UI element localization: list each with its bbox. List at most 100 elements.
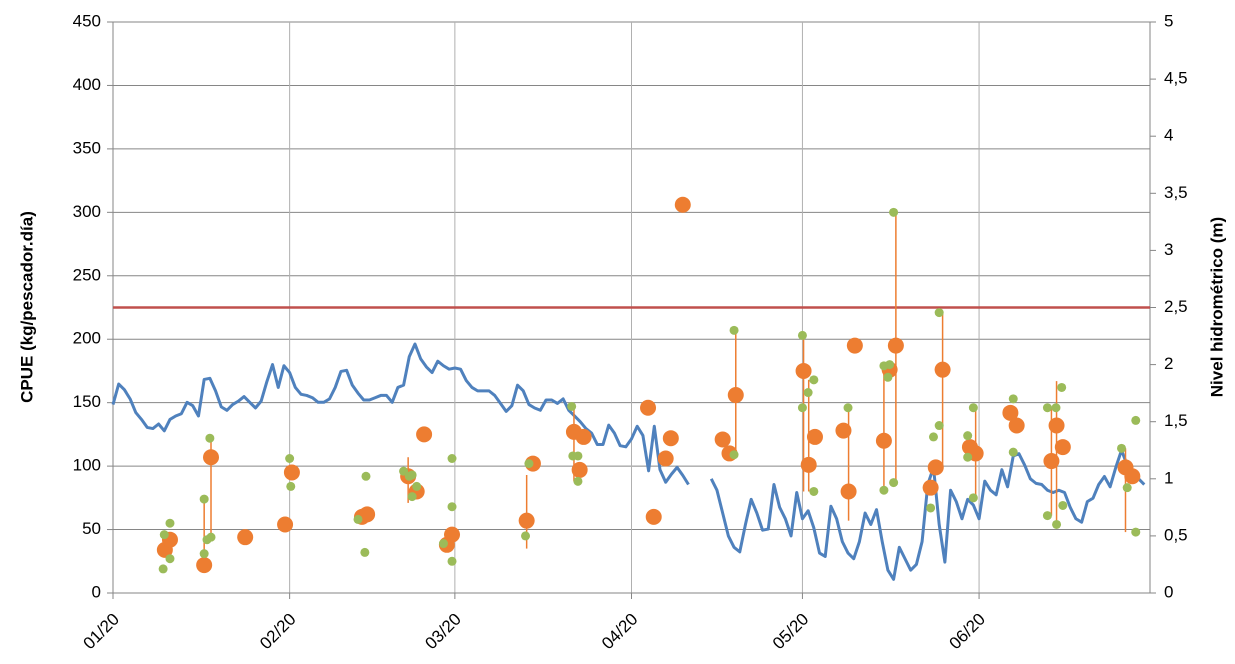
y-tick-label: 350 <box>73 138 101 157</box>
sample-point <box>889 478 899 488</box>
sample-point <box>729 325 739 335</box>
mean-point <box>875 432 892 449</box>
y-tick-label: 250 <box>73 265 101 284</box>
sample-point <box>159 530 169 540</box>
sample-point <box>573 451 583 461</box>
sample-point <box>885 360 895 370</box>
x-tick-label: 05/20 <box>769 610 813 654</box>
x-tick-label: 01/20 <box>79 610 123 654</box>
sample-point <box>573 476 583 486</box>
sample-point <box>165 554 175 564</box>
mean-point <box>571 461 588 478</box>
y-tick-label: 150 <box>73 392 101 411</box>
mean-point <box>927 459 944 476</box>
mean-point <box>277 516 294 533</box>
mean-point <box>922 479 939 496</box>
sample-point <box>199 494 209 504</box>
mean-point <box>1054 439 1071 456</box>
y2-tick-label: 3,5 <box>1164 183 1188 202</box>
mean-point <box>887 337 904 354</box>
y-axis-title: CPUE (kg/pescador.día) <box>17 211 36 403</box>
sample-point <box>1131 415 1141 425</box>
sample-point <box>286 481 296 491</box>
mean-point <box>575 428 592 445</box>
sample-point <box>407 492 417 502</box>
sample-point <box>412 481 422 491</box>
mean-point <box>657 450 674 467</box>
sample-point <box>803 388 813 398</box>
y2-tick-label: 5 <box>1164 11 1173 30</box>
mean-point <box>1002 404 1019 421</box>
sample-point <box>360 547 370 557</box>
mean-point <box>640 399 657 416</box>
sample-point <box>1057 382 1067 392</box>
sample-point <box>889 207 899 217</box>
sample-point <box>521 531 531 541</box>
sample-point <box>809 486 819 496</box>
mean-point <box>359 506 376 523</box>
y-tick-label: 100 <box>73 456 101 475</box>
sample-point <box>883 372 893 382</box>
sample-point <box>934 421 944 431</box>
y2-tick-label: 3 <box>1164 240 1173 259</box>
sample-point <box>729 450 739 460</box>
sample-point <box>934 308 944 318</box>
sample-point <box>206 532 216 542</box>
sample-point <box>843 403 853 413</box>
mean-point <box>727 387 744 404</box>
y2-axis-title: Nivel hidrométrico (m) <box>1207 217 1226 397</box>
mean-point <box>835 422 852 439</box>
sample-point <box>926 503 936 513</box>
x-tick-label: 03/20 <box>421 610 465 654</box>
mean-point <box>416 426 433 443</box>
sample-point <box>447 556 457 566</box>
sample-point <box>1008 447 1018 457</box>
y-tick-label: 300 <box>73 202 101 221</box>
mean-point <box>662 430 679 447</box>
sample-point <box>1042 403 1052 413</box>
y-tick-label: 200 <box>73 329 101 348</box>
sample-point <box>1052 519 1062 529</box>
sample-point <box>1131 527 1141 537</box>
mean-point <box>674 196 691 213</box>
sample-point <box>447 453 457 463</box>
mean-point <box>800 456 817 473</box>
mean-point <box>1043 453 1060 470</box>
y2-tick-label: 4 <box>1164 126 1173 145</box>
y-tick-label: 50 <box>82 519 101 538</box>
sample-point <box>928 432 938 442</box>
mean-point <box>934 361 951 378</box>
sample-point <box>567 401 577 411</box>
sample-point <box>1008 394 1018 404</box>
sample-point <box>407 470 417 480</box>
mean-point <box>1048 417 1065 434</box>
sample-point <box>797 403 807 413</box>
sample-point <box>968 493 978 503</box>
mean-point <box>1124 468 1141 485</box>
y2-tick-label: 2,5 <box>1164 297 1188 316</box>
sample-point <box>447 502 457 512</box>
mean-point <box>1008 417 1025 434</box>
sample-point <box>809 375 819 385</box>
y2-tick-label: 4,5 <box>1164 69 1188 88</box>
sample-point <box>968 403 978 413</box>
mean-point <box>203 449 220 466</box>
mean-point <box>237 529 254 546</box>
sample-point <box>205 433 215 443</box>
y2-tick-label: 0 <box>1164 582 1173 601</box>
sample-point <box>1051 403 1061 413</box>
sample-point <box>963 452 973 462</box>
mean-point <box>714 431 731 448</box>
sample-point <box>158 564 168 574</box>
y2-tick-label: 1 <box>1164 468 1173 487</box>
mean-point <box>840 483 857 500</box>
sample-point <box>438 539 448 549</box>
x-tick-label: 04/20 <box>598 610 642 654</box>
mean-point <box>518 512 535 529</box>
mean-point <box>645 508 662 525</box>
sample-point <box>797 330 807 340</box>
sample-point <box>1122 483 1132 493</box>
sample-point <box>1042 511 1052 521</box>
y-tick-label: 400 <box>73 75 101 94</box>
